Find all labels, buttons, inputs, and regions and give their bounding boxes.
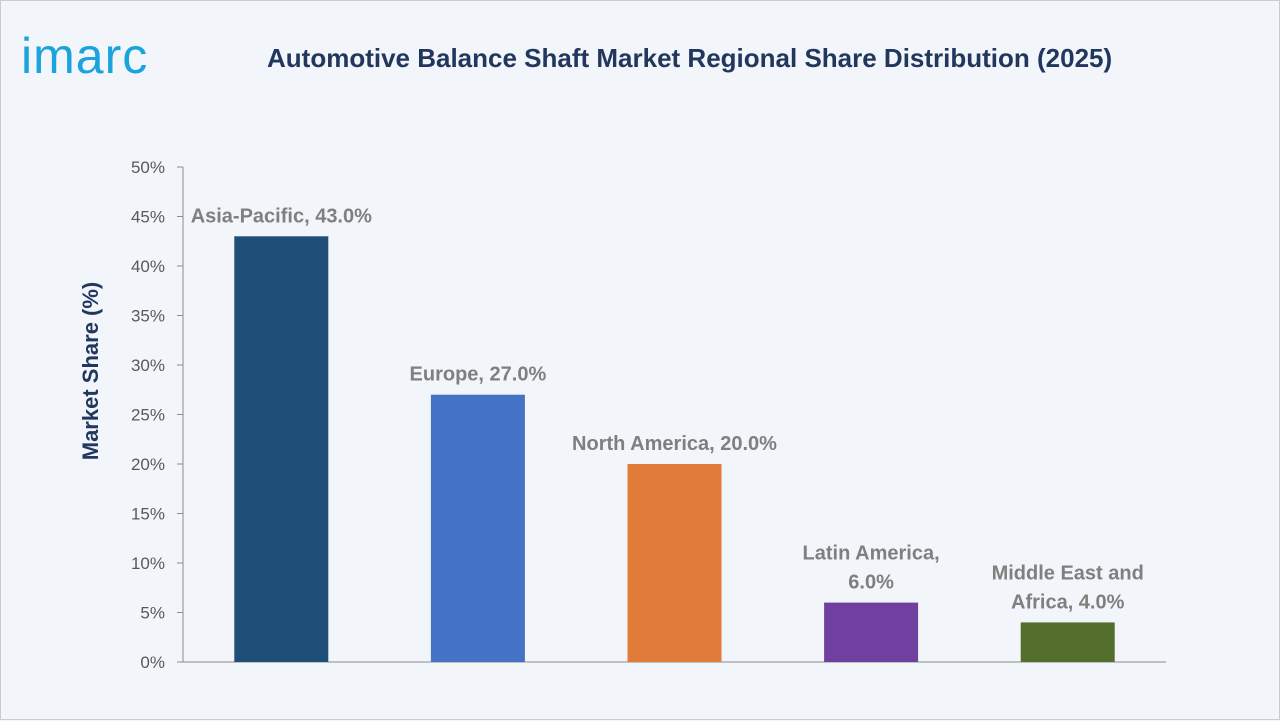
bar-data-label: Europe, 27.0% [410, 364, 547, 386]
y-tick-label: 45% [131, 208, 165, 227]
bar-data-label: North America, 20.0% [572, 433, 777, 455]
y-tick-label: 20% [131, 455, 165, 474]
y-tick-label: 40% [131, 257, 165, 276]
bar-data-label: Latin America, [803, 543, 940, 565]
y-tick-label: 15% [131, 505, 165, 524]
bar-data-label: Middle East and [992, 562, 1144, 584]
chart-title: Automotive Balance Shaft Market Regional… [267, 43, 1113, 73]
y-tick-label: 10% [131, 554, 165, 573]
bar-data-label: Asia-Pacific, 43.0% [191, 205, 372, 227]
y-tick-label: 25% [131, 406, 165, 425]
y-tick-label: 50% [131, 158, 165, 177]
y-tick-label: 30% [131, 356, 165, 375]
bar-data-label: Africa, 4.0% [1011, 591, 1125, 613]
imarc-logo: imarc [21, 28, 149, 84]
bar-data-label: 6.0% [848, 572, 894, 594]
y-axis-title: Market Share (%) [78, 282, 103, 461]
bar [627, 464, 722, 662]
y-tick-label: 35% [131, 307, 165, 326]
y-tick-label: 0% [140, 653, 165, 672]
bar [1020, 622, 1115, 662]
bar [430, 394, 525, 662]
y-tick-label: 5% [140, 604, 165, 623]
bar [824, 602, 919, 662]
bar [234, 236, 329, 663]
